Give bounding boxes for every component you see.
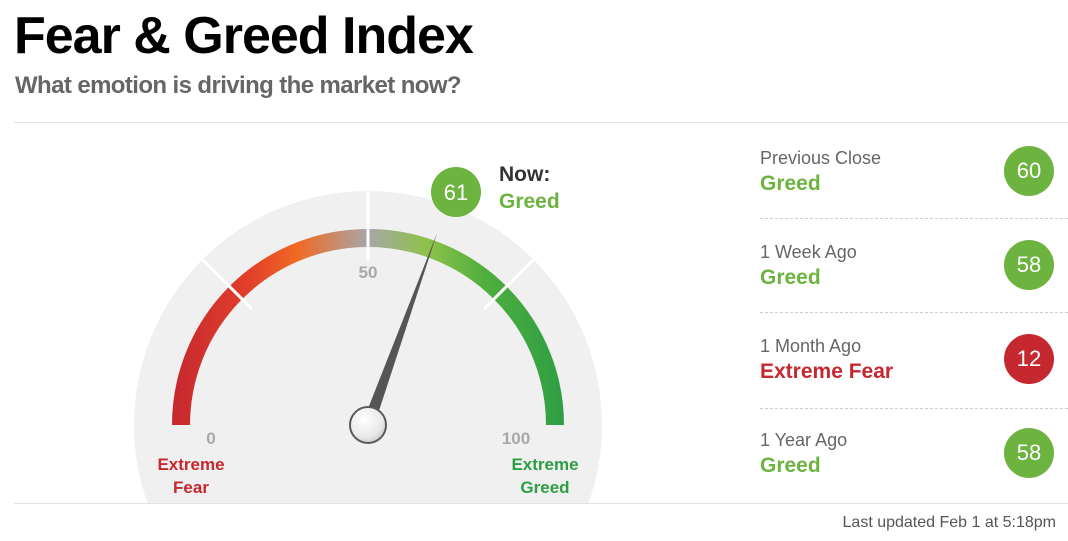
- extreme-fear-caption-line1: Extreme: [157, 455, 224, 474]
- history-status: Extreme Fear: [760, 360, 894, 383]
- history-separator: [760, 218, 1068, 219]
- page-subtitle: What emotion is driving the market now?: [15, 72, 462, 99]
- now-status: Greed: [499, 190, 560, 213]
- history-status: Greed: [760, 266, 821, 289]
- gauge-tick-marks: [201, 191, 535, 311]
- history-status: Greed: [760, 454, 821, 477]
- current-value-text: 61: [444, 180, 468, 205]
- history-panel: Previous Close Greed 60 1 Week Ago Greed…: [760, 140, 1060, 516]
- gauge-needle-hub: [349, 406, 387, 444]
- gauge-needle: [362, 232, 438, 428]
- last-updated-text: Last updated Feb 1 at 5:18pm: [842, 514, 1056, 531]
- extreme-fear-caption-line2: Fear: [173, 478, 209, 497]
- history-value-badge: 60: [1004, 146, 1054, 196]
- now-label: Now:: [499, 163, 550, 186]
- gauge-label-mid: 50: [359, 263, 378, 282]
- current-value-badge: [431, 167, 481, 217]
- history-separator: [760, 312, 1068, 313]
- history-value-badge: 12: [1004, 334, 1054, 384]
- fear-greed-gauge: 0 50 100 Extreme Fear Extreme Greed 61 N…: [134, 163, 602, 503]
- extreme-greed-caption-line1: Extreme: [511, 455, 578, 474]
- gauge-label-max: 100: [502, 429, 530, 448]
- history-label: 1 Month Ago: [760, 336, 862, 356]
- history-row-1-week-ago: 1 Week Ago Greed 58: [760, 234, 1060, 328]
- history-value-badge: 58: [1004, 240, 1054, 290]
- page-title: Fear & Greed Index: [14, 7, 474, 65]
- history-separator: [760, 408, 1068, 409]
- gauge-divider-25: [201, 258, 254, 311]
- history-label: 1 Week Ago: [760, 242, 857, 262]
- history-label: 1 Year Ago: [760, 430, 848, 450]
- top-divider: [14, 122, 1068, 123]
- gauge-divider-75: [482, 258, 535, 311]
- gauge-label-min: 0: [206, 429, 215, 448]
- extreme-greed-caption-line2: Greed: [520, 478, 569, 497]
- history-row-1-month-ago: 1 Month Ago Extreme Fear 12: [760, 328, 1060, 422]
- history-row-1-year-ago: 1 Year Ago Greed 58: [760, 422, 1060, 516]
- history-status: Greed: [760, 172, 821, 195]
- history-label: Previous Close: [760, 148, 882, 168]
- history-value-badge: 58: [1004, 428, 1054, 478]
- bottom-divider: [14, 503, 1068, 504]
- history-row-previous-close: Previous Close Greed 60: [760, 140, 1060, 234]
